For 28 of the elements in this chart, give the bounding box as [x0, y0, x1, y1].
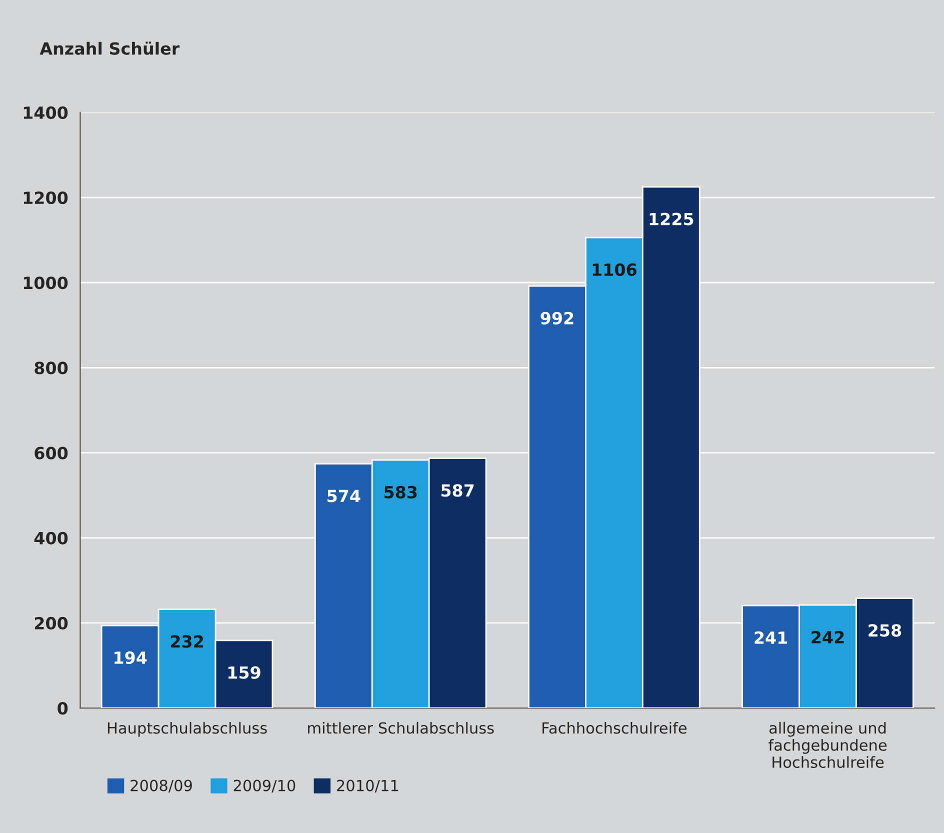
- legend-label: 2008/09: [130, 780, 192, 792]
- data-label: 992: [540, 312, 574, 324]
- data-label: 242: [812, 630, 844, 644]
- x-tick-label: mittlerer Schulabschluss: [308, 722, 494, 734]
- data-label: 583: [384, 486, 417, 498]
- data-label: 587: [441, 484, 474, 497]
- y-tick-label: 800: [34, 362, 68, 374]
- data-label: 159: [228, 666, 260, 679]
- y-tick-label: 0: [58, 702, 68, 715]
- data-label: 574: [328, 490, 360, 502]
- x-tick-label: allgemeine und fachgebundene Hochschulreife: [768, 722, 887, 768]
- y-tick-label: 1000: [24, 276, 68, 290]
- y-tick-label: 1200: [24, 192, 68, 204]
- legend-label: 2010/11: [337, 780, 398, 792]
- data-label: 1225: [650, 212, 694, 226]
- y-tick-label: 400: [34, 532, 68, 544]
- y-tick-label: 600: [34, 446, 68, 460]
- data-label: 232: [170, 635, 203, 648]
- y-tick-label: 1400: [24, 106, 68, 120]
- chart-title: Anzahl Schüler: [40, 42, 180, 55]
- data-label: 258: [868, 624, 902, 637]
- legend-label: 2009/10: [234, 780, 296, 792]
- data-label: 1106: [592, 263, 636, 276]
- x-tick-label: Hauptschulabschluss: [108, 722, 267, 737]
- x-tick-label: Fachhochschulreife: [542, 722, 687, 734]
- data-label: 194: [114, 651, 147, 664]
- data-label: 241: [754, 631, 788, 644]
- y-tick-label: 200: [34, 616, 68, 630]
